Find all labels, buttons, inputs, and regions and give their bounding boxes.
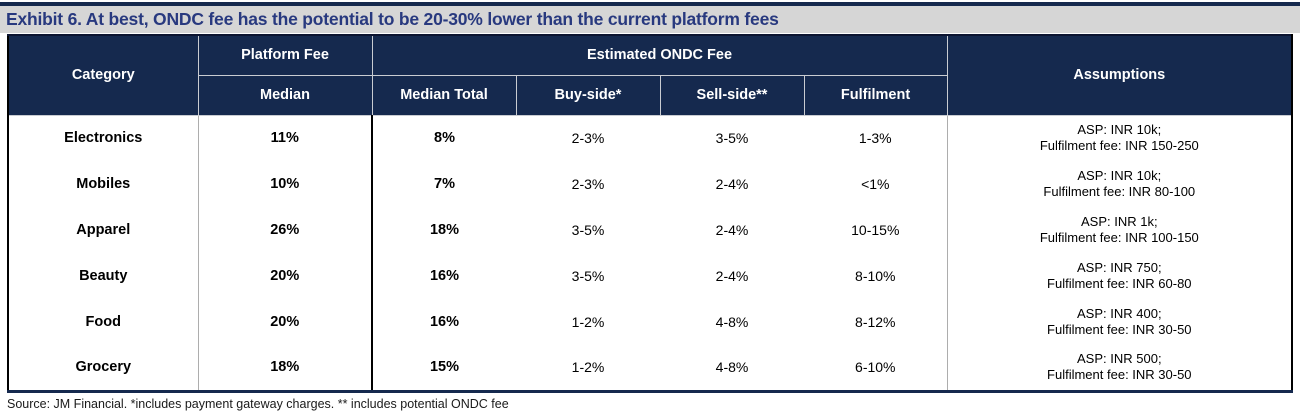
header-ondc-fee-group: Estimated ONDC Fee xyxy=(371,34,948,76)
fulfilment-cell: 8-12% xyxy=(804,299,948,345)
buy-side-cell: 3-5% xyxy=(516,207,660,253)
sell-side-cell: 4-8% xyxy=(660,345,804,391)
fulfilment-cell: 8-10% xyxy=(804,253,948,299)
assumption-fulfilment-fee: Fulfilment fee: INR 150-250 xyxy=(1039,138,1199,154)
header-fulfilment: Fulfilment xyxy=(803,74,948,116)
assumptions-cell: ASP: INR 400; Fulfilment fee: INR 30-50 xyxy=(947,299,1293,345)
fee-comparison-table: Category Platform Fee Estimated ONDC Fee… xyxy=(7,34,1294,393)
assumption-asp: ASP: INR 750; xyxy=(1077,260,1162,275)
sell-side-cell: 3-5% xyxy=(660,115,804,161)
assumptions-cell: ASP: INR 750; Fulfilment fee: INR 60-80 xyxy=(947,253,1293,299)
table-row-electronics: Electronics 11% 8% 2-3% 3-5% 1-3% ASP: I… xyxy=(8,115,1293,161)
table-row-apparel: Apparel 26% 18% 3-5% 2-4% 10-15% ASP: IN… xyxy=(8,207,1293,253)
buy-side-cell: 1-2% xyxy=(516,299,660,345)
assumption-fulfilment-fee: Fulfilment fee: INR 30-50 xyxy=(1047,322,1192,337)
platform-median-cell: 10% xyxy=(198,161,373,207)
category-cell: Food xyxy=(8,299,199,345)
ondc-median-total-cell: 7% xyxy=(372,161,516,207)
header-platform-fee-group: Platform Fee xyxy=(197,34,373,76)
top-divider-rule xyxy=(0,2,1300,6)
table-header: Category Platform Fee Estimated ONDC Fee… xyxy=(7,34,1293,116)
header-median-total: Median Total xyxy=(371,74,517,116)
assumption-asp: ASP: INR 400; xyxy=(1077,306,1162,321)
fee-table-container: Category Platform Fee Estimated ONDC Fee… xyxy=(7,34,1294,393)
platform-median-cell: 20% xyxy=(198,299,373,345)
header-buy-side: Buy-side* xyxy=(515,74,661,116)
assumptions-cell: ASP: INR 10k; Fulfilment fee: INR 80-100 xyxy=(947,161,1293,207)
ondc-median-total-cell: 16% xyxy=(372,299,516,345)
header-sell-side: Sell-side** xyxy=(659,74,805,116)
assumptions-cell: ASP: INR 10k; Fulfilment fee: INR 150-25… xyxy=(947,115,1293,161)
buy-side-cell: 3-5% xyxy=(516,253,660,299)
platform-median-cell: 26% xyxy=(198,207,373,253)
assumption-fulfilment-fee: Fulfilment fee: INR 30-50 xyxy=(1047,367,1192,383)
ondc-median-total-cell: 16% xyxy=(372,253,516,299)
category-cell: Grocery xyxy=(8,345,199,391)
ondc-median-total-cell: 18% xyxy=(372,207,516,253)
assumption-asp: ASP: INR 500; xyxy=(1077,351,1162,367)
assumption-fulfilment-fee: Fulfilment fee: INR 60-80 xyxy=(1047,276,1192,291)
sell-side-cell: 2-4% xyxy=(660,207,804,253)
buy-side-cell: 2-3% xyxy=(516,161,660,207)
fulfilment-cell: 1-3% xyxy=(804,115,948,161)
table-row-mobiles: Mobiles 10% 7% 2-3% 2-4% <1% ASP: INR 10… xyxy=(8,161,1293,207)
category-cell: Apparel xyxy=(8,207,199,253)
ondc-median-total-cell: 8% xyxy=(372,115,516,161)
platform-median-cell: 11% xyxy=(198,115,373,161)
platform-median-cell: 20% xyxy=(198,253,373,299)
assumption-asp: ASP: INR 10k; xyxy=(1077,168,1162,183)
sell-side-cell: 4-8% xyxy=(660,299,804,345)
exhibit-title: Exhibit 6. At best, ONDC fee has the pot… xyxy=(0,6,1300,33)
header-assumptions: Assumptions xyxy=(946,34,1293,116)
assumptions-cell: ASP: INR 500; Fulfilment fee: INR 30-50 xyxy=(947,345,1293,391)
assumptions-cell: ASP: INR 1k; Fulfilment fee: INR 100-150 xyxy=(947,207,1293,253)
table-body: Electronics 11% 8% 2-3% 3-5% 1-3% ASP: I… xyxy=(8,115,1293,391)
category-cell: Beauty xyxy=(8,253,199,299)
fulfilment-cell: 10-15% xyxy=(804,207,948,253)
assumption-fulfilment-fee: Fulfilment fee: INR 100-150 xyxy=(1039,230,1199,245)
category-cell: Mobiles xyxy=(8,161,199,207)
buy-side-cell: 2-3% xyxy=(516,115,660,161)
table-row-food: Food 20% 16% 1-2% 4-8% 8-12% ASP: INR 40… xyxy=(8,299,1293,345)
sell-side-cell: 2-4% xyxy=(660,161,804,207)
assumption-fulfilment-fee: Fulfilment fee: INR 80-100 xyxy=(1043,184,1196,199)
assumption-asp: ASP: INR 10k; xyxy=(1077,122,1162,138)
table-row-grocery: Grocery 18% 15% 1-2% 4-8% 6-10% ASP: INR… xyxy=(8,345,1293,391)
source-footnote: Source: JM Financial. *includes payment … xyxy=(7,396,509,411)
table-row-beauty: Beauty 20% 16% 3-5% 2-4% 8-10% ASP: INR … xyxy=(8,253,1293,299)
fulfilment-cell: 6-10% xyxy=(804,345,948,391)
header-median: Median xyxy=(197,74,373,116)
platform-median-cell: 18% xyxy=(198,345,373,391)
sell-side-cell: 2-4% xyxy=(660,253,804,299)
header-category: Category xyxy=(7,34,199,116)
assumption-asp: ASP: INR 1k; xyxy=(1081,214,1158,229)
ondc-median-total-cell: 15% xyxy=(372,345,516,391)
category-cell: Electronics xyxy=(8,115,199,161)
buy-side-cell: 1-2% xyxy=(516,345,660,391)
fulfilment-cell: <1% xyxy=(804,161,948,207)
